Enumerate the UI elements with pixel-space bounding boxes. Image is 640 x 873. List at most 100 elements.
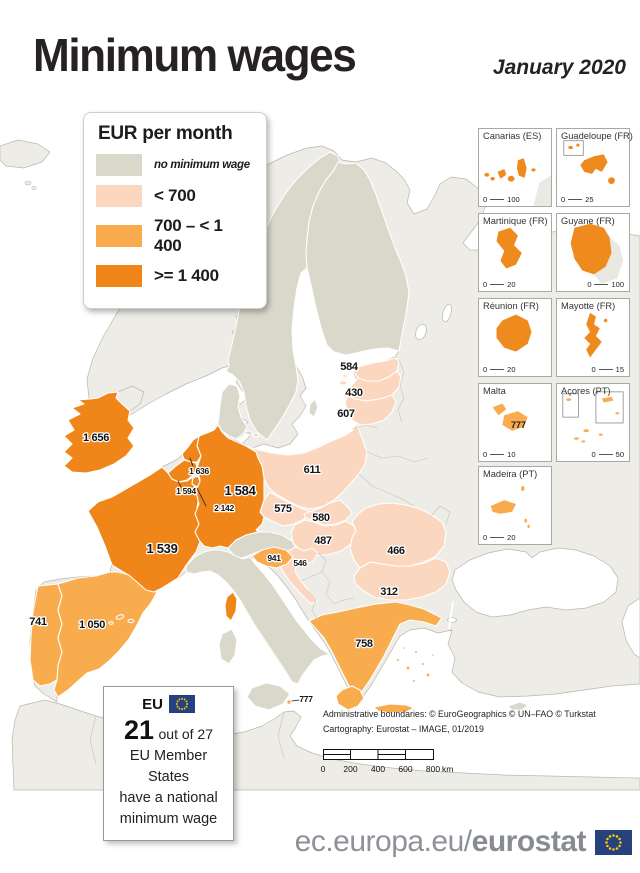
border-kaliningrad bbox=[351, 424, 378, 430]
map-scalebar: 0 200 400 600 800 km bbox=[320, 746, 472, 778]
credits: Administrative boundaries: © EuroGeograp… bbox=[323, 707, 596, 737]
border-tunisia-libya bbox=[277, 711, 285, 759]
country-germany bbox=[194, 424, 265, 549]
country-value-label-germany: 1 584 bbox=[224, 483, 256, 498]
map-faroe bbox=[24, 180, 32, 186]
inset-scale: 0 20 bbox=[483, 365, 516, 374]
country-netherlands bbox=[181, 435, 202, 463]
country-value-label-croatia: 546 bbox=[293, 558, 307, 568]
credits-boundaries: Administrative boundaries: © EuroGeograp… bbox=[323, 709, 596, 719]
inset-scale: 0 50 bbox=[591, 450, 624, 459]
country-value-label-czechia: 575 bbox=[274, 503, 292, 515]
map-faroe-2 bbox=[31, 186, 37, 190]
eu-count-suffix: out of 27 bbox=[158, 726, 214, 742]
map-danish-island bbox=[245, 430, 253, 436]
inset-scale: 0 100 bbox=[483, 195, 520, 204]
map-sea-of-marmara bbox=[447, 617, 457, 623]
map-aegean-island bbox=[395, 657, 401, 663]
inset-title: Martinique (FR) bbox=[483, 216, 548, 226]
eu-label: EU bbox=[142, 695, 163, 713]
inset-mayotte-fr: Mayotte (FR) 0 15 bbox=[556, 298, 630, 377]
scalebar-tick: 0 bbox=[320, 764, 326, 774]
country-value-label-greece: 758 bbox=[355, 638, 373, 650]
border-belarus bbox=[366, 451, 429, 463]
eu-box-line: EU Member States bbox=[129, 748, 208, 785]
credits-cartography: Cartography: Eurostat – IMAGE, 01/2019 bbox=[323, 724, 484, 734]
inset-title: Mayotte (FR) bbox=[561, 301, 616, 311]
map-black-sea bbox=[451, 547, 619, 618]
legend-swatch bbox=[96, 185, 142, 207]
country-value-label-romania: 466 bbox=[387, 545, 405, 557]
map-aegean-island bbox=[413, 649, 419, 655]
inset-canarias-es: Canarias (ES) 0 100 bbox=[478, 128, 552, 207]
eu-summary-box: EU 21 out of 27 EU Member States have a … bbox=[103, 686, 234, 841]
legend-item: 700 – < 1 400 bbox=[96, 216, 254, 256]
footer: ec.europa.eu/eurostat bbox=[295, 825, 632, 859]
legend: EUR per month no minimum wage < 700 700 – … bbox=[83, 112, 267, 309]
inset-title: Guadeloupe (FR) bbox=[561, 131, 633, 141]
inset-title: Açores (PT) bbox=[561, 386, 611, 396]
country-slovenia bbox=[251, 546, 294, 569]
map-gotland bbox=[308, 398, 319, 418]
eu-count: 21 bbox=[124, 715, 155, 745]
border-ukraine bbox=[358, 473, 415, 507]
leader-malta bbox=[291, 699, 300, 702]
scalebar-tick: 800 bbox=[425, 764, 441, 774]
inset-malta: Malta 777 0 10 bbox=[478, 383, 552, 462]
legend-label: < 700 bbox=[154, 186, 196, 205]
country-italy bbox=[185, 549, 331, 685]
border-baltics-russia bbox=[397, 359, 405, 423]
country-value-label-latvia: 430 bbox=[345, 387, 363, 399]
scalebar-tick: 400 bbox=[370, 764, 386, 774]
map-aegean-island bbox=[425, 672, 431, 678]
inset-scale: 0 100 bbox=[587, 280, 624, 289]
legend-swatch bbox=[96, 265, 142, 287]
inset-r-union-fr: Réunion (FR) 0 20 bbox=[478, 298, 552, 377]
inset-guyane-fr: Guyane (FR) 0 100 bbox=[556, 213, 630, 292]
scalebar-unit: km bbox=[442, 764, 454, 774]
map-aegean-island bbox=[411, 678, 417, 684]
country-finland bbox=[305, 161, 410, 356]
map-aegean-island bbox=[402, 646, 406, 650]
border-serbia bbox=[317, 552, 355, 605]
country-value-label-bulgaria: 312 bbox=[380, 586, 398, 598]
border-bosnia bbox=[300, 571, 323, 582]
leader-luxembourg bbox=[196, 487, 207, 507]
scalebar-tick: 600 bbox=[398, 764, 413, 774]
map-sicily bbox=[246, 682, 291, 711]
map-mallorca bbox=[115, 614, 125, 620]
inset-martinique-fr: Martinique (FR) 0 20 bbox=[478, 213, 552, 292]
country-value-label-netherlands: 1 636 bbox=[189, 466, 209, 476]
inset-title: Guyane (FR) bbox=[561, 216, 615, 226]
footer-url[interactable]: ec.europa.eu/eurostat bbox=[294, 825, 587, 858]
border-albania bbox=[308, 590, 319, 621]
country-lithuania bbox=[344, 394, 397, 426]
eu-box-line: minimum wage bbox=[119, 811, 218, 827]
legend-item: >= 1 400 bbox=[96, 265, 254, 287]
map-saaremaa bbox=[338, 380, 348, 386]
country-value-label-spain: 1 050 bbox=[79, 619, 105, 631]
country-bulgaria bbox=[353, 557, 451, 601]
legend-swatch bbox=[96, 225, 142, 247]
legend-label: >= 1 400 bbox=[154, 266, 219, 285]
border-moldova bbox=[431, 505, 451, 525]
legend-title: EUR per month bbox=[98, 123, 233, 144]
country-denmark bbox=[217, 383, 248, 440]
country-value-label-poland: 611 bbox=[304, 464, 321, 476]
inset-value: 777 bbox=[511, 420, 527, 430]
inset-a-ores-pt: Açores (PT) 0 50 bbox=[556, 383, 630, 462]
map-menorca bbox=[127, 618, 135, 624]
legend-item: no minimum wage bbox=[96, 154, 254, 176]
map-value-labels: 584 430 607 611 1 584 1 636 1 594 2 142 575 580 48… bbox=[28, 360, 407, 706]
inset-madeira-pt: Madeira (PT) 0 20 bbox=[478, 466, 552, 545]
eu-box-line: have a national bbox=[119, 790, 218, 806]
map-caspian-edge bbox=[621, 597, 640, 659]
map-hiiumaa bbox=[341, 374, 349, 378]
eu-flag-icon bbox=[168, 695, 195, 713]
inset-title: Canarias (ES) bbox=[483, 131, 542, 141]
map-danish-island-2 bbox=[252, 432, 260, 438]
country-value-label-ireland: 1 656 bbox=[83, 432, 109, 444]
inset-title: Madeira (PT) bbox=[483, 469, 538, 479]
country-cyprus bbox=[507, 701, 529, 711]
